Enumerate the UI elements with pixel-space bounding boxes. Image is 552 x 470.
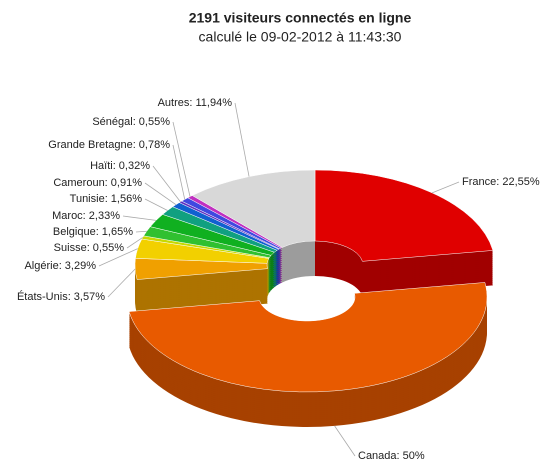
slice bbox=[128, 282, 488, 393]
leader-line bbox=[152, 165, 181, 203]
data-label: Maroc: 2,33% bbox=[52, 210, 120, 222]
leader-line bbox=[122, 215, 157, 221]
chart-subtitle: calculé le 09-02-2012 à 11:43:30 bbox=[199, 29, 402, 45]
data-label: France: 22,55% bbox=[462, 176, 540, 188]
chart-title: 2191 visiteurs connectés en ligne bbox=[189, 10, 412, 26]
leader-line bbox=[144, 182, 177, 205]
data-label: Cameroun: 0,91% bbox=[53, 177, 142, 189]
data-label: Sénégal: 0,55% bbox=[92, 116, 170, 128]
leader-line bbox=[126, 237, 143, 249]
slice bbox=[191, 169, 316, 248]
slice bbox=[314, 169, 494, 262]
data-label: Algérie: 3,29% bbox=[24, 260, 96, 272]
data-label: Belgique: 1,65% bbox=[53, 226, 133, 238]
data-label: Suisse: 0,55% bbox=[54, 242, 125, 254]
leader-line bbox=[234, 102, 250, 177]
data-label: Tunisie: 1,56% bbox=[70, 193, 143, 205]
data-label: Autres: 11,94% bbox=[158, 97, 233, 109]
leader-line bbox=[98, 248, 138, 267]
leader-line bbox=[334, 425, 356, 457]
data-label: Haïti: 0,32% bbox=[90, 160, 150, 172]
data-label: Grande Bretagne: 0,78% bbox=[48, 139, 170, 151]
leader-line bbox=[431, 181, 460, 194]
leader-line bbox=[135, 230, 147, 233]
data-label: États-Unis: 3,57% bbox=[17, 290, 105, 303]
leader-line bbox=[144, 198, 168, 211]
leader-line bbox=[172, 144, 186, 200]
leader-line bbox=[172, 121, 191, 197]
data-label: Canada: 50% bbox=[358, 450, 425, 462]
leader-line bbox=[107, 268, 136, 298]
